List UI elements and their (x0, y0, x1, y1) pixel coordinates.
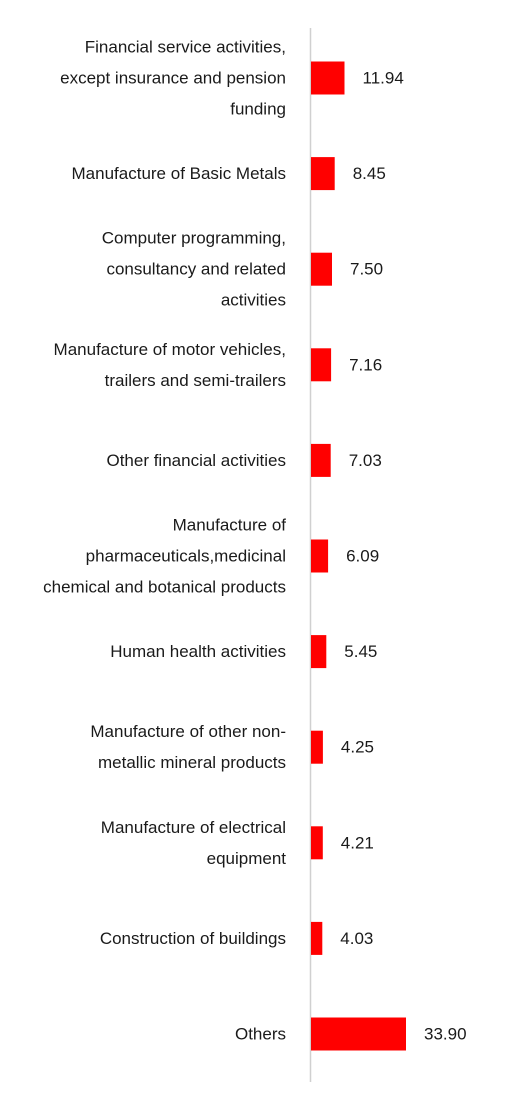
category-tick-label: pharmaceuticals,medicinal (86, 547, 286, 566)
category-tick-label: Other financial activities (106, 451, 286, 470)
category-tick-label: except insurance and pension (60, 69, 286, 88)
category-tick-label: Manufacture of (173, 516, 287, 535)
data-label: 5.45 (344, 642, 377, 661)
bar (311, 1017, 406, 1051)
bar (311, 826, 323, 860)
bar (311, 61, 345, 95)
data-label: 7.03 (349, 451, 382, 470)
bar (311, 348, 332, 382)
bar (311, 730, 323, 764)
category-tick-label: Financial service activities, (85, 38, 286, 57)
category-tick-label: Manufacture of other non- (90, 722, 286, 741)
category-tick-label: activities (221, 291, 286, 310)
category-tick-label: equipment (207, 849, 287, 868)
data-label: 4.25 (341, 738, 374, 757)
data-label: 4.03 (340, 929, 373, 948)
bar (311, 157, 335, 191)
data-label: 7.50 (350, 260, 383, 279)
bar (311, 539, 329, 573)
category-tick-label: Human health activities (110, 642, 286, 661)
category-tick-label: Manufacture of Basic Metals (72, 164, 286, 183)
bar (311, 252, 332, 286)
category-tick-label: consultancy and related (106, 260, 286, 279)
category-tick-label: metallic mineral products (98, 753, 286, 772)
category-tick-label: Computer programming, (102, 229, 286, 248)
data-label: 11.94 (363, 69, 404, 88)
category-tick-label: Manufacture of electrical (101, 818, 286, 837)
category-tick-label: Construction of buildings (100, 929, 286, 948)
data-label: 6.09 (346, 547, 379, 566)
category-tick-label: Manufacture of motor vehicles, (54, 340, 286, 359)
category-tick-label: funding (230, 100, 286, 119)
bar (311, 921, 323, 955)
data-label: 7.16 (349, 355, 382, 374)
category-tick-label: chemical and botanical products (43, 578, 286, 597)
category-tick-label: Others (235, 1025, 286, 1044)
data-label: 4.21 (341, 833, 374, 852)
bar (311, 443, 331, 477)
bar (311, 635, 327, 669)
data-label: 8.45 (353, 164, 386, 183)
data-label: 33.90 (424, 1025, 467, 1044)
category-tick-label: trailers and semi-trailers (105, 371, 286, 390)
